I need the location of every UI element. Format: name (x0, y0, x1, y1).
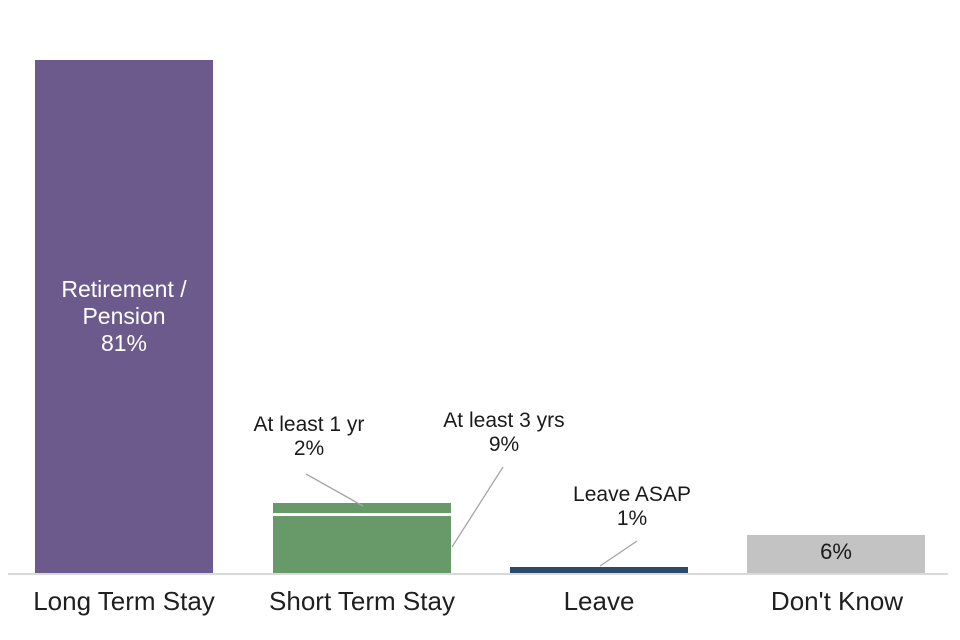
data-label-line: At least 3 yrs (443, 409, 565, 432)
data-label-at-least-1yr: At least 1 yr 2% (199, 413, 419, 461)
data-label-dont-know: 6% (820, 539, 852, 564)
leader-line-1yr (305, 473, 364, 507)
bar-segment-at-least-3-yrs (273, 516, 451, 573)
data-label-line: At least 1 yr (253, 413, 365, 436)
data-label-value: 2% (293, 437, 325, 460)
category-label-short-term-stay: Short Term Stay (269, 586, 455, 616)
data-label-at-least-3yrs: At least 3 yrs 9% (394, 409, 614, 457)
category-label-dont-know: Don't Know (770, 586, 904, 616)
bar-segment-at-least-1-yr (273, 503, 451, 516)
bar-segment-retirement-pension (35, 60, 213, 573)
bar-segment-don-t-know (747, 535, 925, 573)
x-axis-baseline (8, 573, 948, 575)
bar-segment-leave-asap (510, 566, 688, 573)
data-label-line: Leave ASAP (573, 483, 691, 506)
category-label-long-term-stay: Long Term Stay (33, 586, 215, 616)
data-label-line: Pension (82, 303, 166, 329)
data-label-value: 1% (616, 507, 648, 530)
leader-line-3yrs (451, 466, 504, 548)
data-label-retirement-pension: Retirement / Pension 81% (35, 276, 213, 357)
category-label-leave: Leave (563, 586, 635, 616)
leader-line-asap (599, 540, 638, 567)
data-label-leave-asap: Leave ASAP 1% (522, 483, 742, 531)
data-label-value: 9% (488, 433, 520, 456)
data-label-value: 81% (100, 330, 148, 356)
data-label-line: Retirement / (61, 276, 187, 302)
